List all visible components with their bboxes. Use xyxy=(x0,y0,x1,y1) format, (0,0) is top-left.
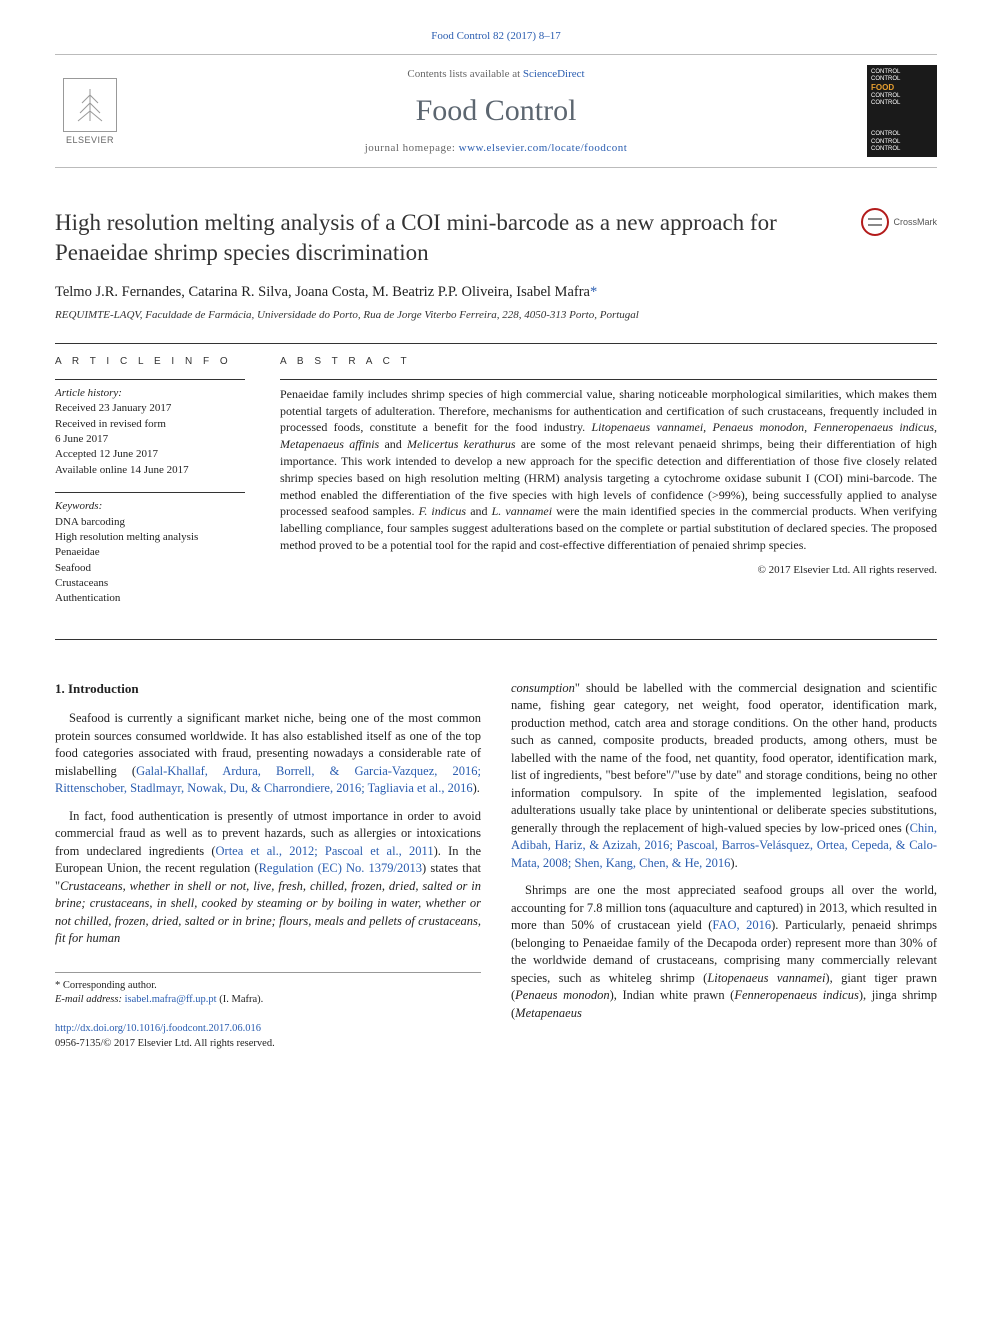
body-columns: 1. Introduction Seafood is currently a s… xyxy=(55,680,937,1051)
journal-homepage-link[interactable]: www.elsevier.com/locate/foodcont xyxy=(459,142,628,154)
journal-name: Food Control xyxy=(143,94,849,128)
abstract-label: A B S T R A C T xyxy=(280,356,937,367)
corresponding-marker: * xyxy=(590,284,597,300)
article-history: Article history: Received 23 January 201… xyxy=(55,379,245,478)
body-column-right: consumption" should be labelled with the… xyxy=(511,680,937,1051)
citation-link[interactable]: Regulation (EC) No. 1379/2013 xyxy=(259,861,422,875)
article-info-label: A R T I C L E I N F O xyxy=(55,356,245,367)
citation-link[interactable]: Ortea et al., 2012; Pascoal et al., 2011 xyxy=(216,844,434,858)
intro-paragraph-2: In fact, food authentication is presentl… xyxy=(55,808,481,948)
elsevier-wordmark: ELSEVIER xyxy=(66,135,114,145)
abstract-column: A B S T R A C T Penaeidae family include… xyxy=(280,344,937,621)
citation-link[interactable]: FAO, 2016 xyxy=(712,918,771,932)
journal-homepage-line: journal homepage: www.elsevier.com/locat… xyxy=(143,142,849,154)
footnotes: * Corresponding author. E-mail address: … xyxy=(55,972,481,1008)
journal-cover-thumbnail: CONTROL CONTROL FOOD CONTROL CONTROL CON… xyxy=(867,65,937,157)
article-title: High resolution melting analysis of a CO… xyxy=(55,208,841,268)
author-list: Telmo J.R. Fernandes, Catarina R. Silva,… xyxy=(55,284,937,301)
contents-available-line: Contents lists available at ScienceDirec… xyxy=(143,68,849,80)
crossmark-badge[interactable]: CrossMark xyxy=(861,208,937,236)
doi-block: http://dx.doi.org/10.1016/j.foodcont.201… xyxy=(55,1022,481,1051)
intro-paragraph-2-cont: consumption" should be labelled with the… xyxy=(511,680,937,873)
section-heading-introduction: 1. Introduction xyxy=(55,680,481,698)
issn-copyright: 0956-7135/© 2017 Elsevier Ltd. All right… xyxy=(55,1038,275,1049)
elsevier-logo: ELSEVIER xyxy=(55,78,125,145)
corresponding-email-link[interactable]: isabel.mafra@ff.up.pt xyxy=(125,994,217,1005)
abstract-copyright: © 2017 Elsevier Ltd. All rights reserved… xyxy=(280,564,937,576)
citation-line: Food Control 82 (2017) 8–17 xyxy=(55,30,937,42)
intro-paragraph-3: Shrimps are one the most appreciated sea… xyxy=(511,882,937,1022)
corresponding-author-note: * Corresponding author. xyxy=(55,979,481,994)
doi-link[interactable]: http://dx.doi.org/10.1016/j.foodcont.201… xyxy=(55,1023,261,1034)
crossmark-icon xyxy=(861,208,889,236)
masthead: ELSEVIER Contents lists available at Sci… xyxy=(55,54,937,168)
body-column-left: 1. Introduction Seafood is currently a s… xyxy=(55,680,481,1051)
elsevier-tree-icon xyxy=(63,78,117,132)
masthead-center: Contents lists available at ScienceDirec… xyxy=(143,68,849,154)
affiliation: REQUIMTE-LAQV, Faculdade de Farmácia, Un… xyxy=(55,309,937,321)
info-abstract-block: A R T I C L E I N F O Article history: R… xyxy=(55,343,937,640)
sciencedirect-link[interactable]: ScienceDirect xyxy=(523,68,585,80)
email-line: E-mail address: isabel.mafra@ff.up.pt (I… xyxy=(55,993,481,1008)
intro-paragraph-1: Seafood is currently a significant marke… xyxy=(55,710,481,798)
title-row: High resolution melting analysis of a CO… xyxy=(55,208,937,268)
article-info-column: A R T I C L E I N F O Article history: R… xyxy=(55,344,245,621)
keywords-block: Keywords: DNA barcoding High resolution … xyxy=(55,492,245,607)
abstract-text: Penaeidae family includes shrimp species… xyxy=(280,379,937,554)
